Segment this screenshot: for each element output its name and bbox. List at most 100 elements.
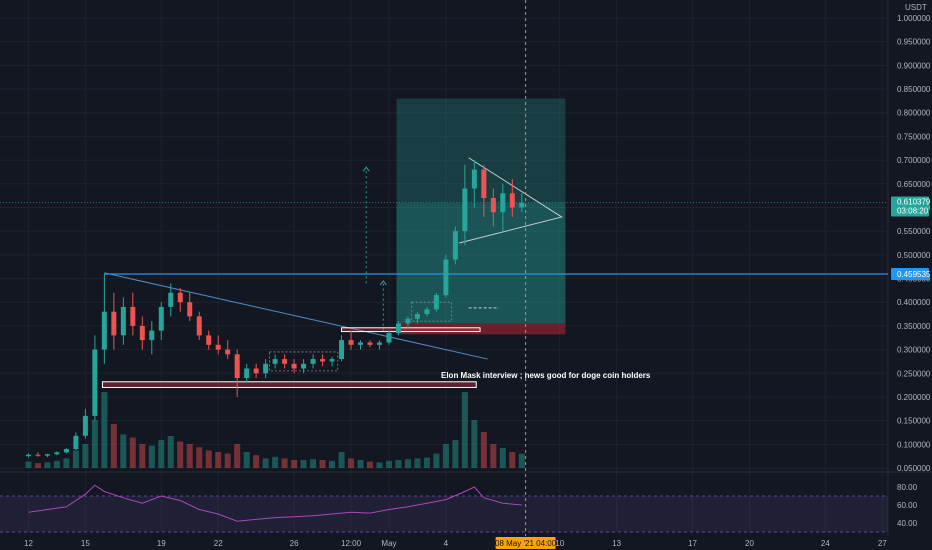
downtrend-line (104, 272, 488, 360)
time-tick-label: 24 (821, 539, 830, 548)
volume-bar (101, 392, 108, 468)
candle-body (291, 363, 297, 369)
volume-bar (490, 444, 497, 468)
candle-body (320, 359, 326, 362)
rsi-pane (0, 484, 888, 533)
volume-bar (509, 452, 516, 468)
candle-body (35, 454, 41, 456)
volume-bar (300, 460, 307, 468)
candlestick-series (25, 160, 525, 458)
candle-body (519, 202, 525, 208)
time-tick-label: 13 (612, 539, 621, 548)
candle-body (509, 193, 515, 208)
volume-bar (53, 460, 60, 468)
volume-bar (72, 450, 79, 468)
candle-body (405, 318, 411, 324)
candle-body (206, 335, 212, 345)
volume-bar (63, 458, 70, 468)
volume-bar (262, 458, 269, 468)
candle-body (471, 169, 477, 189)
volume-bar (120, 434, 127, 468)
volume-bar (518, 453, 525, 468)
candle-body (339, 340, 345, 360)
arrow-head (379, 280, 387, 286)
price-tick-label: 0.300000 (897, 346, 931, 355)
volume-bar (329, 460, 336, 468)
candle-body (25, 454, 31, 457)
candle-body (244, 368, 250, 378)
volume-bar (186, 444, 193, 468)
rsi-tick-label: 40.00 (897, 519, 918, 528)
time-tick-label: 17 (688, 539, 697, 548)
time-tick-label: 20 (745, 539, 754, 548)
candle-body (73, 435, 79, 450)
volume-bar (414, 458, 421, 468)
candle-body (395, 323, 401, 333)
candle-body (462, 188, 468, 232)
candle-body (414, 314, 420, 319)
candle-body (158, 306, 164, 331)
price-tick-label: 0.900000 (897, 61, 931, 70)
volume-bar (272, 456, 279, 468)
candle-body (329, 359, 335, 362)
price-tick-label: 0.650000 (897, 180, 931, 189)
candle-body (452, 231, 458, 260)
candle-body (92, 349, 98, 416)
volume-bar (338, 452, 345, 468)
price-tick-label: 0.350000 (897, 322, 931, 331)
candle-body (424, 309, 430, 315)
rsi-band-fill (0, 496, 888, 532)
volume-bar (357, 460, 364, 468)
price-tick-label: 0.200000 (897, 393, 931, 402)
volume-bar (442, 444, 449, 468)
candle-body (130, 306, 136, 326)
price-tick-label: 0.100000 (897, 440, 931, 449)
candle-body (253, 368, 259, 374)
volume-bar (205, 450, 212, 468)
candle-body (386, 333, 392, 343)
volume-bar (82, 444, 89, 468)
rsi-tick-label: 80.00 (897, 483, 918, 492)
cursor-time-tag (495, 537, 556, 549)
candle-body (149, 330, 155, 341)
price-tick-label: 0.850000 (897, 85, 931, 94)
current-price-tag (891, 196, 929, 217)
candle-body (272, 359, 278, 364)
volume-bar (385, 460, 392, 468)
volume-bar (452, 440, 459, 468)
annotation-text[interactable]: Elon Mask interview ; news good for doge… (441, 371, 651, 380)
time-tick-label: 10 (555, 539, 564, 548)
horizontal-level-tag (891, 268, 929, 281)
volume-bar (461, 392, 468, 468)
volume-bar (433, 453, 440, 468)
price-tick-label: 0.250000 (897, 369, 931, 378)
price-tick-label: 1.000000 (897, 14, 931, 23)
volume-bar (91, 420, 98, 468)
volume-bar (243, 452, 250, 468)
long-position-tool[interactable] (396, 98, 566, 335)
volume-bar (167, 436, 174, 468)
candle-body (500, 193, 506, 213)
candle-body (44, 454, 50, 456)
time-tick-label: 15 (81, 539, 90, 548)
candle-body (215, 344, 221, 350)
candle-body (101, 311, 107, 350)
volume-bar (291, 460, 298, 468)
candle-body (225, 349, 231, 355)
chart-drawings[interactable] (101, 157, 888, 388)
support-zone-rectangle (101, 381, 477, 388)
candle-body (443, 259, 449, 296)
volume-bar (215, 452, 222, 468)
price-axis[interactable]: USDT 1.000000 0.950000 0.900000 0.850000 0.8… (897, 3, 931, 528)
currency-label: USDT (905, 3, 927, 12)
time-tick-label: 22 (214, 539, 223, 548)
time-tick-label: 19 (157, 539, 166, 548)
candle-body (367, 342, 373, 345)
time-axis[interactable]: 12 15 19 22 26 12:00 May 4 10 13 17 20 24 27 (0, 536, 932, 550)
volume-bar (471, 420, 478, 468)
candle-body (139, 325, 145, 341)
time-tick-label: 26 (290, 539, 299, 548)
horizontal-level-label: 0.459535 (897, 270, 931, 279)
